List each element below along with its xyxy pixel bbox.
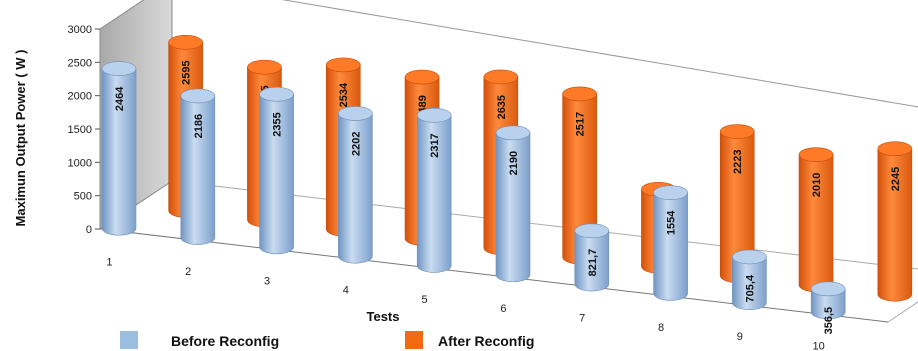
data-label: 2223	[732, 150, 744, 174]
data-label: 2202	[350, 131, 362, 155]
bar: 821,7	[574, 223, 610, 292]
bar: 2317	[416, 108, 452, 273]
bar-cap	[101, 61, 137, 76]
bar: 356,5	[810, 281, 846, 335]
bar-cap	[259, 86, 294, 102]
bar: 1554	[653, 185, 688, 301]
bar-body	[653, 192, 688, 301]
bar-cap	[180, 88, 216, 104]
y-tick-label: 2500	[68, 57, 92, 69]
x-axis-ticks: 1 2 3 4 5 6 7 8 9 10	[106, 257, 824, 351]
y-tick-label: 1500	[68, 124, 92, 136]
data-label: 2355	[272, 112, 284, 136]
bar-cap	[483, 69, 519, 85]
bar: 2010	[798, 147, 834, 293]
y-axis-ticks: 0 500 1000 1500 2000 2500 3000	[68, 24, 100, 236]
floor-right-edge	[887, 301, 918, 323]
data-label: 2010	[811, 173, 823, 197]
bar: 2186	[180, 88, 216, 245]
bar-cap	[495, 125, 531, 141]
bar-body	[732, 256, 767, 310]
bar: 705,4	[732, 249, 767, 310]
legend-swatch-before	[120, 331, 138, 349]
bar-body	[877, 148, 913, 302]
bar: 2202	[338, 106, 373, 264]
data-label: 2534	[338, 82, 350, 107]
bar-body	[338, 113, 373, 264]
bar: 2464	[101, 61, 137, 236]
legend: Before Reconfig After Reconfig	[120, 331, 534, 349]
x-tick-label: 8	[658, 322, 664, 334]
data-label: 821,7	[587, 249, 599, 277]
bar-body	[101, 68, 137, 236]
bar-cap	[562, 86, 597, 102]
y-tick-label: 500	[74, 191, 92, 203]
x-tick-label: 7	[579, 312, 585, 324]
bar: 2223	[719, 124, 755, 283]
bar-cap	[798, 147, 834, 162]
data-label: 705,4	[744, 274, 756, 302]
x-tick-label: 3	[264, 275, 270, 287]
bar-cap	[168, 35, 203, 50]
x-axis-label: Tests	[367, 309, 400, 324]
x-tick-label: 4	[343, 285, 349, 297]
x-tick-label: 1	[106, 257, 112, 269]
legend-swatch-after	[405, 331, 423, 349]
bar-cap	[338, 106, 373, 121]
bar-body	[495, 132, 531, 283]
x-tick-label: 9	[737, 331, 743, 343]
bar-body	[574, 230, 610, 292]
x-tick-label: 10	[812, 340, 824, 351]
bar-cap	[877, 141, 913, 157]
bar-body	[416, 115, 452, 273]
bar-body	[259, 93, 294, 255]
bar-cap	[653, 185, 688, 200]
y-axis-label: Maximun Output Power ( W )	[13, 50, 28, 227]
data-label: 2595	[181, 60, 193, 84]
bar-cap	[416, 108, 452, 123]
legend-label-after: After Reconfig	[438, 333, 534, 349]
bar-cap	[574, 223, 610, 239]
data-label: 2635	[496, 95, 508, 119]
bar: 2190	[495, 125, 531, 283]
data-label: 1554	[666, 210, 678, 235]
bar: 2355	[259, 86, 294, 255]
bar-cap	[810, 281, 846, 297]
bar-cap	[719, 124, 755, 139]
data-label: 356,5	[823, 307, 835, 335]
data-label: 2190	[508, 151, 520, 175]
y-tick-label: 3000	[68, 24, 92, 36]
y-tick-label: 2000	[68, 91, 92, 103]
bar-body	[810, 288, 846, 320]
x-tick-label: 5	[422, 294, 428, 306]
bar-cap	[404, 69, 440, 85]
data-label: 2517	[575, 112, 587, 136]
back-wall-top-edge	[281, 0, 918, 108]
data-label: 2186	[193, 114, 205, 138]
bar-body	[180, 95, 216, 245]
y-tick-label: 0	[86, 224, 92, 236]
data-label: 2464	[114, 86, 126, 111]
legend-label-before: Before Reconfig	[171, 333, 279, 349]
data-label: 2317	[429, 133, 441, 157]
bar-cap	[325, 57, 361, 73]
bar-cap	[732, 249, 767, 265]
bars: 2595246423552186253423552489220226352317…	[101, 35, 913, 335]
x-tick-label: 6	[500, 303, 506, 315]
bar-cap	[247, 59, 282, 75]
bar: 2245	[877, 141, 913, 302]
data-label: 2245	[890, 167, 902, 191]
y-tick-label: 1000	[68, 157, 92, 169]
x-tick-label: 2	[185, 266, 191, 278]
